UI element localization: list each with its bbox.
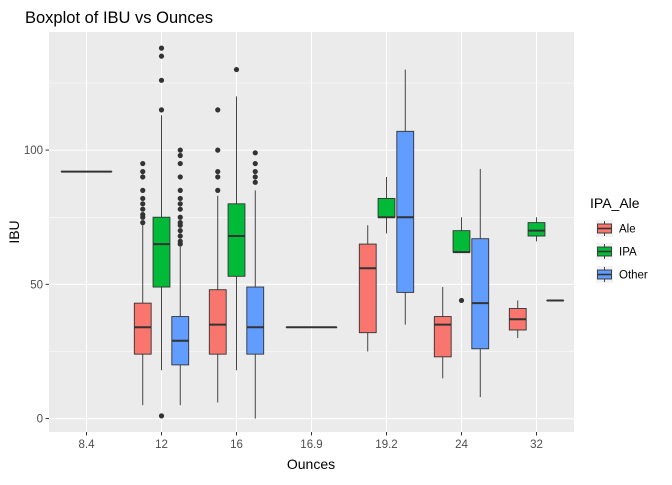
- x-tick-label: 16: [230, 439, 243, 451]
- outlier-point: [178, 161, 183, 166]
- outlier-point: [159, 107, 164, 112]
- y-axis: 0 50 100: [24, 145, 49, 425]
- box-body: [397, 131, 414, 292]
- box-19.2-ale: [359, 225, 376, 351]
- outlier-point: [178, 153, 183, 158]
- outlier-point: [178, 228, 183, 233]
- outlier-point: [215, 188, 220, 193]
- legend-item-ipa: IPA: [596, 243, 637, 260]
- outlier-point: [159, 413, 164, 418]
- outlier-point: [159, 78, 164, 83]
- outlier-point: [140, 161, 145, 166]
- outlier-point: [140, 220, 145, 225]
- outlier-point: [140, 169, 145, 174]
- box-body: [434, 317, 451, 357]
- x-axis-label: Ounces: [287, 456, 335, 472]
- box-body: [528, 223, 545, 236]
- outlier-point: [459, 298, 464, 303]
- box-body: [472, 239, 489, 349]
- outlier-point: [253, 180, 258, 185]
- legend-title: IPA_Ale: [590, 195, 640, 211]
- x-axis: 8.4 12 16 16.9 19.2 24 32: [79, 432, 543, 451]
- outlier-point: [178, 233, 183, 238]
- outlier-point: [253, 174, 258, 179]
- legend: IPA_Ale Ale IPA Other: [590, 195, 648, 283]
- outlier-point: [178, 174, 183, 179]
- box-body: [453, 231, 470, 252]
- x-tick-label: 8.4: [79, 439, 96, 451]
- outlier-point: [253, 161, 258, 166]
- box-body: [209, 290, 226, 354]
- outlier-point: [178, 207, 183, 212]
- x-tick-label: 24: [455, 439, 468, 451]
- outlier-point: [140, 188, 145, 193]
- box-body: [153, 217, 170, 287]
- legend-label: Ale: [619, 224, 636, 236]
- y-tick-label: 50: [30, 279, 43, 291]
- outlier-point: [178, 148, 183, 153]
- outlier-point: [253, 150, 258, 155]
- outlier-point: [140, 201, 145, 206]
- y-tick-label: 100: [24, 145, 43, 157]
- legend-item-ale: Ale: [596, 220, 636, 237]
- outlier-point: [178, 239, 183, 244]
- box-body: [247, 287, 264, 354]
- legend-item-other: Other: [596, 266, 648, 283]
- legend-label: Other: [619, 270, 648, 282]
- outlier-point: [215, 148, 220, 153]
- chart-title: Boxplot of IBU vs Ounces: [25, 9, 213, 27]
- outlier-point: [215, 169, 220, 174]
- legend-label: IPA: [619, 247, 637, 259]
- x-tick-label: 19.2: [375, 439, 397, 451]
- outlier-point: [140, 207, 145, 212]
- outlier-point: [140, 212, 145, 217]
- box-body: [228, 204, 245, 276]
- outlier-point: [215, 107, 220, 112]
- outlier-point: [178, 220, 183, 225]
- box-body: [359, 244, 376, 333]
- x-tick-label: 16.9: [300, 439, 322, 451]
- x-tick-label: 32: [530, 439, 543, 451]
- outlier-point: [159, 54, 164, 59]
- box-body: [134, 303, 151, 354]
- x-tick-label: 12: [155, 439, 168, 451]
- outlier-point: [178, 201, 183, 206]
- outlier-point: [253, 169, 258, 174]
- box-body: [378, 198, 395, 217]
- y-tick-label: 0: [37, 414, 43, 426]
- outlier-point: [140, 196, 145, 201]
- y-axis-label: IBU: [6, 220, 22, 243]
- outlier-point: [140, 174, 145, 179]
- outlier-point: [178, 188, 183, 193]
- outlier-point: [159, 46, 164, 51]
- outlier-point: [178, 196, 183, 201]
- outlier-point: [215, 174, 220, 179]
- outlier-point: [234, 67, 239, 72]
- outlier-point: [178, 215, 183, 220]
